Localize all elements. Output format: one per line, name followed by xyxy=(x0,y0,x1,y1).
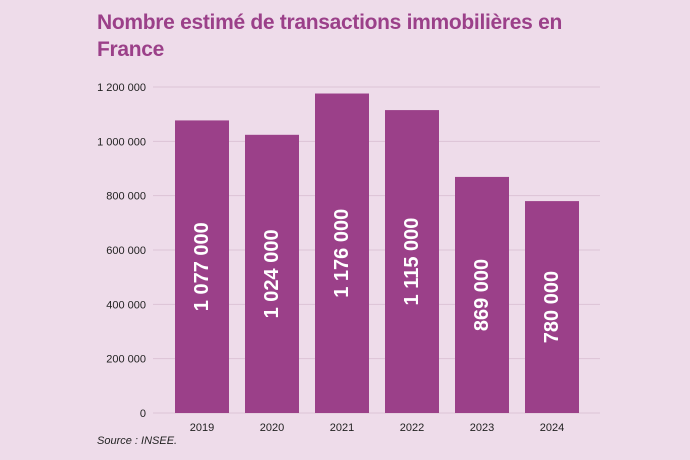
data-label: 1 176 000 xyxy=(331,209,353,298)
bar-2020 xyxy=(245,134,299,413)
y-tick-label: 200 000 xyxy=(106,354,146,366)
bar-2019 xyxy=(175,120,229,413)
data-label: 1 077 000 xyxy=(191,222,213,311)
data-label: 869 000 xyxy=(471,259,493,331)
y-tick-label: 1 200 000 xyxy=(97,82,146,94)
y-tick-label: 600 000 xyxy=(106,245,146,257)
y-tick-label: 400 000 xyxy=(106,299,146,311)
x-tick-label: 2020 xyxy=(260,422,284,434)
bar-2023 xyxy=(455,176,509,413)
source-note: Source : INSEE. xyxy=(97,435,178,447)
data-label: 1 115 000 xyxy=(401,218,423,306)
chart-title: Nombre estimé de transactions immobilièr… xyxy=(97,11,562,61)
x-tick-label: 2019 xyxy=(190,422,214,434)
x-tick-label: 2024 xyxy=(540,422,564,434)
y-tick-label: 1 000 000 xyxy=(97,136,146,148)
data-label: 1 024 000 xyxy=(261,229,283,318)
data-label: 780 000 xyxy=(541,271,563,343)
y-tick-label: 0 xyxy=(140,408,146,420)
bar-2021 xyxy=(315,93,369,414)
x-tick-label: 2023 xyxy=(470,422,494,434)
y-tick-label: 800 000 xyxy=(106,191,146,203)
x-tick-label: 2021 xyxy=(330,422,354,434)
x-tick-label: 2022 xyxy=(400,422,424,434)
bar-2022 xyxy=(385,110,439,413)
bar-2024 xyxy=(525,201,579,413)
